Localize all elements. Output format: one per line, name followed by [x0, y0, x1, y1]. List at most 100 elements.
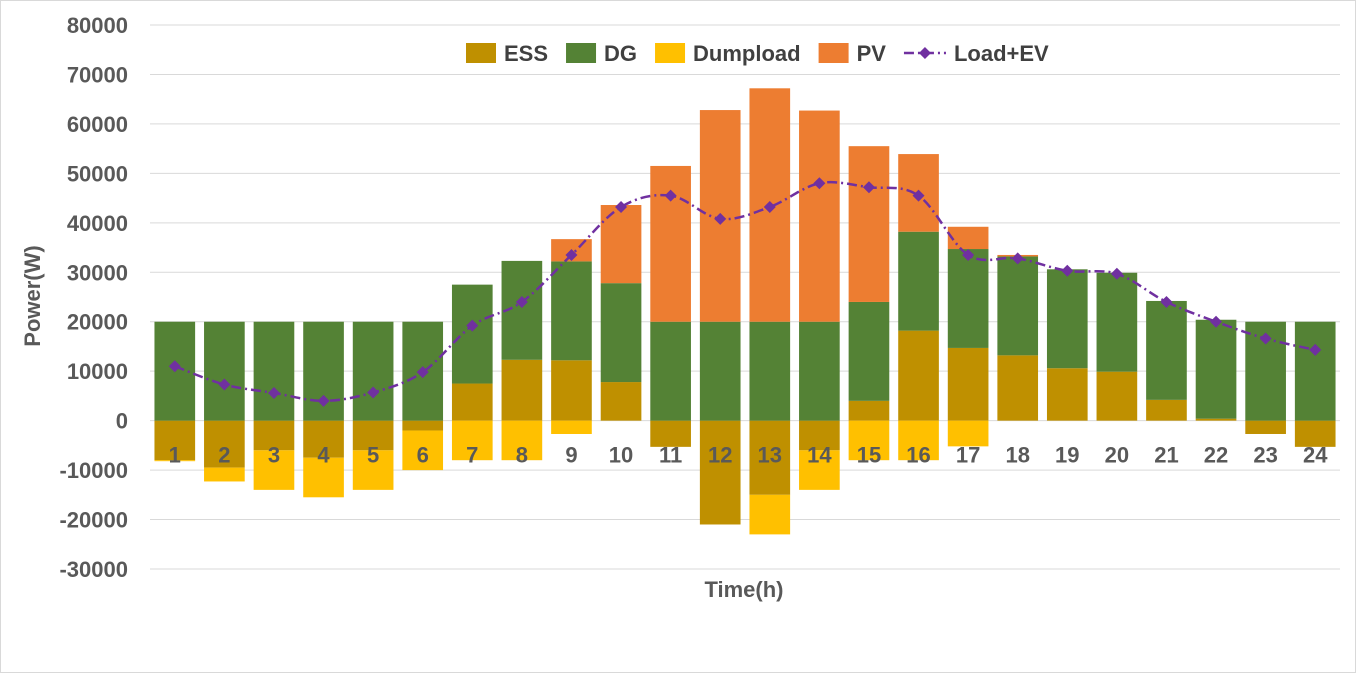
bar-ess-1 — [154, 420, 196, 461]
bar-dumpload-8 — [501, 420, 543, 461]
x-tick-label: 16 — [906, 443, 930, 468]
line-marker-8 — [515, 295, 528, 308]
x-tick-label: 18 — [1005, 443, 1029, 468]
bar-dumpload-5 — [352, 450, 394, 490]
bar-ess-17 — [947, 347, 989, 421]
y-axis-ticks: -30000 -20000 -10000 0 10000 20000 30000 40000 5… — [59, 13, 128, 582]
x-tick-label: 9 — [565, 443, 577, 468]
bar-dg-18 — [997, 256, 1039, 356]
bar-dumpload-14 — [799, 450, 840, 490]
legend-label-load-ev: Load+EV — [954, 41, 1049, 66]
line-marker-10 — [615, 200, 628, 213]
y-axis-title: Power(W) — [20, 245, 45, 346]
line-marker-4 — [317, 394, 330, 407]
bar-ess-14 — [799, 420, 840, 451]
x-tick-label: 24 — [1303, 443, 1328, 468]
bar-dumpload-13 — [749, 494, 791, 535]
bar-ess-22 — [1195, 418, 1237, 421]
y-tick-label: 70000 — [67, 62, 128, 87]
bar-pv-11 — [650, 165, 691, 322]
bar-dg-17 — [947, 249, 989, 348]
bar-dumpload-4 — [303, 457, 344, 498]
line-marker-3 — [267, 386, 280, 399]
line-marker-24 — [1309, 343, 1322, 356]
x-tick-label: 5 — [367, 443, 379, 468]
bar-pv-14 — [799, 110, 840, 322]
x-tick-label: 23 — [1253, 443, 1277, 468]
x-tick-label: 14 — [807, 443, 832, 468]
bar-dg-11 — [650, 321, 691, 421]
line-marker-23 — [1259, 332, 1272, 345]
line-marker-12 — [714, 212, 727, 225]
bar-ess-20 — [1096, 371, 1138, 421]
bar-ess-21 — [1146, 399, 1187, 421]
legend: ESS DG Dumpload PV Load+EV — [466, 41, 1049, 66]
bar-dg-14 — [799, 321, 840, 421]
y-tick-label: 50000 — [67, 161, 128, 186]
line-marker-17 — [962, 248, 975, 261]
bar-dg-9 — [551, 261, 592, 361]
bar-dg-13 — [749, 321, 791, 421]
legend-swatch-dg — [566, 43, 597, 63]
bar-ess-2 — [204, 420, 245, 468]
legend-swatch-dumpload — [655, 43, 686, 63]
x-tick-label: 10 — [609, 443, 633, 468]
bar-ess-13 — [749, 420, 791, 495]
y-tick-label: -10000 — [59, 458, 128, 483]
x-tick-label: 2 — [218, 443, 230, 468]
bar-ess-23 — [1245, 420, 1286, 434]
x-tick-label: 22 — [1204, 443, 1228, 468]
x-tick-label: 21 — [1154, 443, 1178, 468]
bar-ess-19 — [1046, 368, 1088, 421]
legend-swatch-ess — [466, 43, 496, 63]
y-tick-label: -30000 — [59, 557, 128, 582]
y-tick-label: 30000 — [67, 260, 128, 285]
x-tick-label: 6 — [417, 443, 429, 468]
line-marker-19 — [1061, 264, 1074, 277]
bar-pv-17 — [947, 226, 989, 250]
y-tick-label: -20000 — [59, 508, 128, 533]
bar-pv-15 — [848, 146, 890, 302]
line-marker-5 — [367, 386, 380, 399]
legend-swatch-pv — [818, 43, 849, 63]
gridlines — [150, 24, 1340, 570]
line-marker-16 — [912, 189, 925, 202]
line-marker-14 — [813, 177, 826, 190]
line-series — [168, 177, 1322, 407]
bar-dg-19 — [1046, 269, 1088, 369]
y-tick-label: 60000 — [67, 112, 128, 137]
bar-ess-5 — [352, 420, 394, 451]
legend-label-pv: PV — [857, 41, 887, 66]
bar-ess-16 — [898, 330, 939, 421]
x-tick-label: 8 — [516, 443, 528, 468]
bar-dg-2 — [204, 321, 245, 421]
bar-ess-7 — [451, 383, 493, 421]
bar-dumpload-2 — [204, 467, 245, 482]
x-tick-label: 13 — [758, 443, 782, 468]
bar-ess-9 — [551, 360, 592, 421]
bar-series — [154, 88, 1336, 535]
legend-label-ess: ESS — [504, 41, 548, 66]
bar-dg-22 — [1195, 319, 1237, 419]
x-tick-label: 19 — [1055, 443, 1079, 468]
line-marker-9 — [565, 248, 578, 261]
bar-ess-8 — [501, 359, 543, 421]
bar-dg-10 — [600, 283, 642, 383]
bar-dumpload-15 — [848, 420, 890, 461]
bar-dumpload-17 — [947, 420, 989, 447]
line-marker-2 — [218, 378, 231, 391]
legend-label-dg: DG — [604, 41, 637, 66]
bar-ess-6 — [402, 420, 444, 431]
line-marker-20 — [1110, 267, 1123, 280]
bar-dumpload-6 — [402, 430, 444, 471]
line-marker-18 — [1011, 252, 1024, 265]
y-tick-label: 0 — [116, 409, 128, 434]
y-tick-label: 10000 — [67, 359, 128, 384]
bar-ess-10 — [600, 382, 642, 421]
legend-label-dumpload: Dumpload — [693, 41, 801, 66]
x-tick-label: 17 — [956, 443, 980, 468]
bar-dumpload-9 — [551, 420, 592, 434]
x-tick-label: 11 — [659, 443, 682, 468]
